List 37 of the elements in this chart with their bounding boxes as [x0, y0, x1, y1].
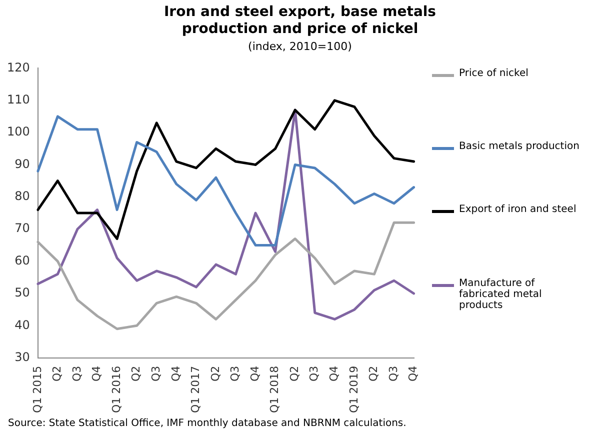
x-tick-label: Q1 2019	[347, 366, 360, 414]
x-tick-label: Q2	[288, 366, 301, 382]
x-tick-label: Q4	[90, 366, 104, 382]
x-tick-label: Q2	[367, 366, 380, 382]
chart-subtitle: (index, 2010=100)	[247, 40, 353, 53]
x-tick-label: Q3	[308, 366, 321, 382]
x-tick-label: Q4	[169, 366, 182, 382]
y-tick-label: 50	[14, 286, 30, 300]
x-tick-label: Q1 2015	[30, 366, 44, 414]
x-tick-label: Q3	[149, 366, 162, 382]
x-tick-label: Q3	[70, 366, 84, 382]
x-tick-label: Q4	[328, 366, 341, 382]
legend-label: Price of nickel	[459, 68, 530, 79]
x-tick-label: Q1 2018	[268, 366, 282, 414]
y-tick-label: 100	[7, 124, 30, 139]
x-tick-label: Q4	[248, 366, 262, 382]
y-tick-label: 90	[14, 156, 30, 171]
legend-label: Manufacture of fabricated metal products	[459, 278, 543, 311]
legend-label: Basic metals production	[459, 141, 580, 152]
y-tick-label: 70	[14, 221, 30, 236]
x-tick-label: Q2	[50, 366, 64, 382]
y-tick-label: 40	[14, 318, 30, 332]
x-tick-label: Q1 2016	[110, 366, 123, 414]
x-tick-label: Q3	[228, 366, 242, 382]
x-tick-label: Q3	[386, 366, 400, 382]
x-tick-label: Q4	[406, 366, 420, 382]
x-tick-label: Q2	[130, 366, 143, 382]
y-tick-label: 30	[14, 350, 30, 364]
x-tick-label: Q1 2017	[189, 366, 202, 414]
chart-title: Iron and steel export, base metals production and price of nickel	[162, 4, 438, 38]
y-tick-label: 80	[14, 189, 30, 204]
y-tick-label: 120	[7, 60, 30, 74]
source-note: Source: State Statistical Office, IMF monthly database and NBRNM calculations.	[8, 418, 406, 429]
x-tick-label: Q2	[208, 366, 222, 382]
y-tick-label: 60	[14, 253, 30, 268]
legend-label: Export of iron and steel	[459, 204, 578, 215]
y-tick-label: 110	[7, 92, 30, 107]
